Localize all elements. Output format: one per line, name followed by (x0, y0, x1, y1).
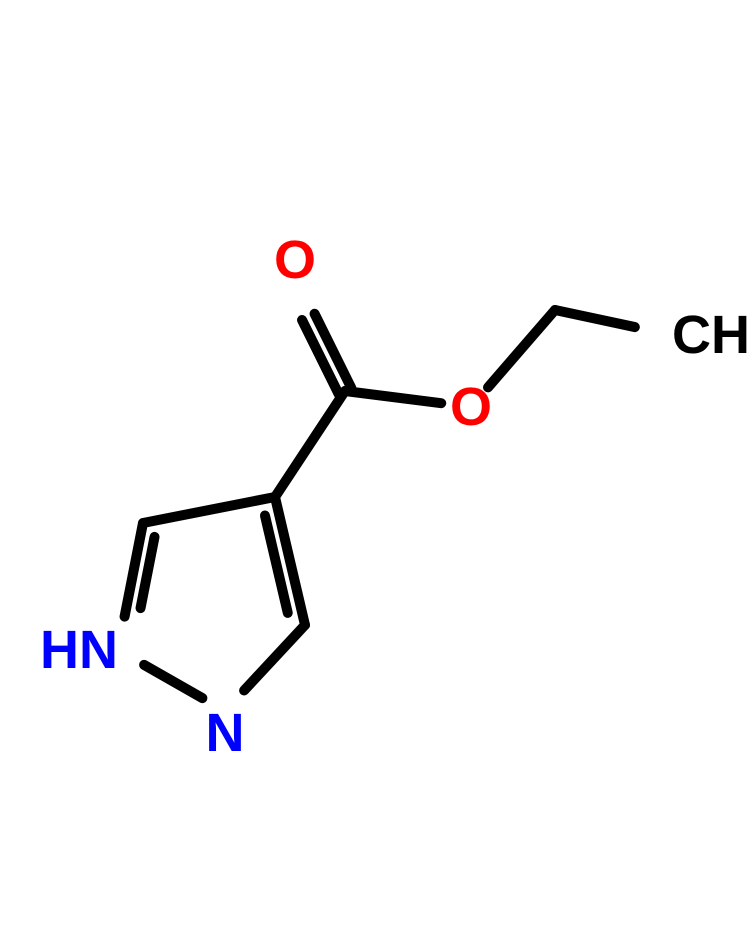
atom-label-N2: N (206, 703, 245, 763)
diagram-background (0, 0, 747, 945)
atom-label-O8: O (450, 377, 492, 437)
atom-label-O7: O (274, 230, 316, 290)
molecule-diagram: NHNOOCH3 (0, 0, 747, 945)
atom-label-N1: HN (40, 620, 118, 680)
